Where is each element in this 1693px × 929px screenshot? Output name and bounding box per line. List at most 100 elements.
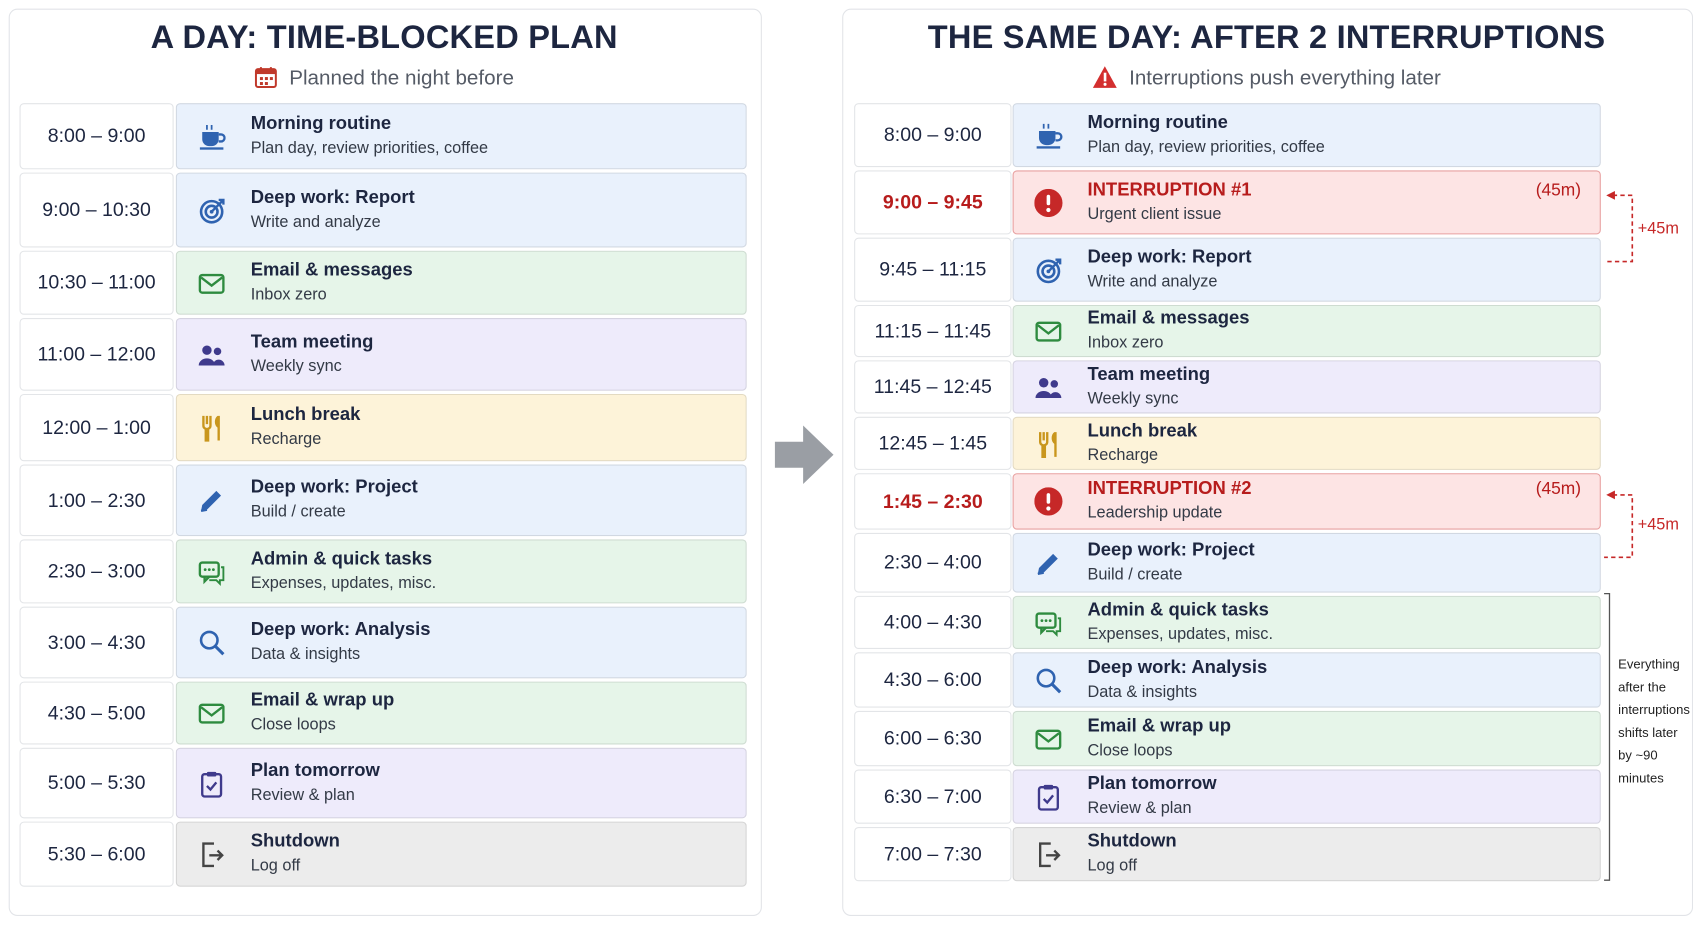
activity-detail: Review & plan [1087,798,1192,818]
time-cell: 2:30 – 3:00 [19,539,174,604]
activity-icon [1034,373,1062,407]
activity-block [175,606,747,679]
activity-detail: Expenses, updates, misc. [1087,624,1273,644]
time-cell: 6:00 – 6:30 [854,710,1012,767]
activity-title: Morning routine [250,112,392,133]
time-cell: 2:30 – 4:00 [854,532,1012,593]
activity-icon [1034,487,1063,521]
activity-icon [198,196,226,230]
subtitle-text: Interruptions push everything later [1129,67,1441,91]
activity-icon [1034,317,1062,351]
panel-subtitle: Planned the night before [9,65,760,91]
activity-block [1012,652,1601,708]
activity-title: Deep work: Project [1087,538,1255,560]
time-cell: 8:00 – 9:00 [19,103,174,170]
activity-detail: Plan day, review priorities, coffee [250,138,489,157]
activity-icon [198,840,226,874]
duration-label: (45m) [1535,180,1582,200]
activity-icon [198,486,226,520]
activity-block [175,747,747,819]
activity-title: Admin & quick tasks [250,547,433,569]
time-cell: 10:30 – 11:00 [19,250,174,315]
activity-title: Deep work: Project [250,476,418,498]
activity-block [1012,769,1601,824]
activity-block [1012,304,1601,358]
activity-block [1012,360,1601,414]
activity-detail: Build / create [1087,564,1183,584]
activity-block [175,317,747,391]
time-cell: 11:45 – 12:45 [854,360,1012,414]
activity-block [1012,237,1601,302]
activity-title: Email & wrap up [1087,714,1232,736]
activity-icon [1034,666,1062,700]
note-bracket [1604,593,1611,881]
activity-icon [1034,121,1063,155]
activity-detail: Leadership update [1087,503,1223,523]
activity-block [175,393,747,462]
activity-icon [1034,724,1062,758]
activity-block [1012,710,1601,767]
activity-title: Email & messages [250,258,413,280]
activity-detail: Data & insights [250,644,361,664]
time-cell: 5:30 – 6:00 [19,821,174,887]
activity-detail: Write and analyze [250,212,381,231]
activity-icon [198,122,226,156]
activity-title: Team meeting [250,330,374,352]
activity-icon [1034,608,1062,642]
activity-title: Plan tomorrow [250,759,380,780]
time-cell: 4:30 – 6:00 [854,652,1012,708]
panel-subtitle: Interruptions push everything later [842,65,1691,91]
activity-detail: Review & plan [250,785,355,804]
time-cell: 4:00 – 4:30 [854,595,1012,650]
transition-arrow [774,425,834,485]
shift-annotation: +45m [1637,515,1679,535]
activity-block [1012,103,1601,168]
activity-title: Admin & quick tasks [1087,598,1269,620]
activity-icon [198,340,226,374]
activity-detail: Log off [1087,856,1137,875]
activity-title: Deep work: Report [250,186,415,207]
activity-icon [198,699,226,733]
time-cell: 7:00 – 7:30 [854,826,1012,882]
activity-title: Email & wrap up [250,689,395,710]
duration-label: (45m) [1535,479,1582,499]
activity-block [175,539,747,604]
activity-block [175,250,747,315]
shift-bracket [1604,191,1634,263]
time-cell: 9:45 – 11:15 [854,237,1012,302]
activity-detail: Write and analyze [1087,271,1218,291]
activity-title: INTERRUPTION #1 [1087,178,1252,200]
activity-title: Shutdown [250,830,340,851]
time-cell: 11:00 – 12:00 [19,317,174,391]
shift-bracket [1604,490,1634,558]
activity-title: Email & messages [1087,307,1250,328]
activity-block [1012,595,1601,650]
activity-icon [198,628,226,662]
time-cell: 1:45 – 2:30 [854,473,1012,530]
activity-title: Deep work: Analysis [250,618,431,640]
activity-icon [198,413,226,447]
activity-block [175,172,747,248]
activity-icon [1034,256,1062,290]
time-cell: 8:00 – 9:00 [854,103,1012,168]
activity-icon [1034,783,1062,817]
time-cell: 12:00 – 1:00 [19,393,174,462]
activity-detail: Recharge [250,429,322,449]
activity-detail: Close loops [1087,740,1173,760]
activity-icon [1034,429,1062,463]
activity-block [1012,532,1601,593]
time-cell: 9:00 – 10:30 [19,172,174,248]
activity-detail: Weekly sync [1087,389,1179,408]
activity-title: Deep work: Report [1087,245,1252,267]
activity-detail: Plan day, review priorities, coffee [1087,137,1325,156]
activity-detail: Inbox zero [250,284,327,304]
activity-icon [198,269,226,303]
activity-title: Lunch break [250,403,361,425]
activity-detail: Log off [250,856,301,875]
shift-annotation: +45m [1637,218,1679,238]
activity-detail: Data & insights [1087,682,1197,701]
time-cell: 11:15 – 11:45 [854,304,1012,358]
activity-block [1012,473,1601,530]
activity-detail: Inbox zero [1087,333,1164,352]
